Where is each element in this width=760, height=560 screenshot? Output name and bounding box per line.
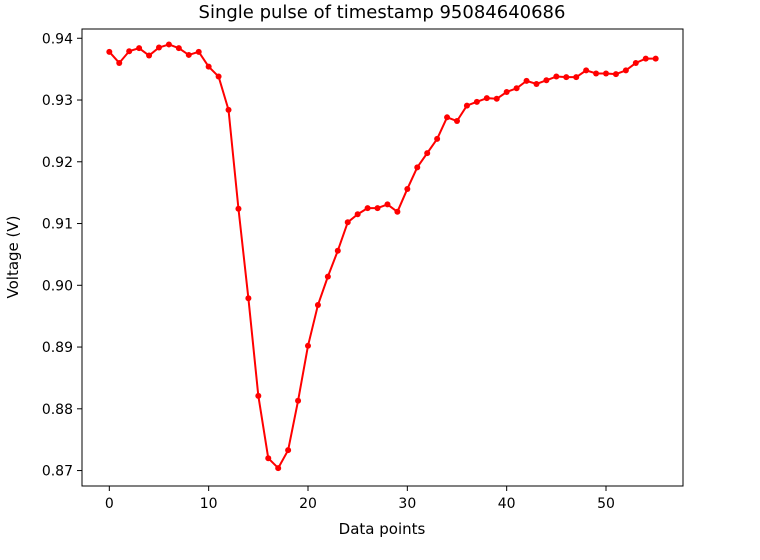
data-point [205, 63, 212, 70]
data-point [265, 455, 272, 462]
x-axis: 0 10 20 30 40 50 [105, 486, 615, 512]
x-tick-label: 0 [105, 496, 114, 512]
data-point [285, 447, 292, 454]
x-tick-label: 40 [498, 496, 516, 512]
data-point [106, 48, 113, 55]
x-tick-label: 50 [597, 496, 615, 512]
data-point [434, 135, 441, 142]
data-point [235, 205, 242, 212]
data-point [642, 55, 649, 62]
data-point [384, 201, 391, 208]
data-point [116, 59, 123, 66]
x-axis-label: Data points [339, 520, 426, 538]
data-point [155, 44, 162, 51]
data-point [612, 71, 619, 78]
data-point [652, 55, 659, 62]
data-point [414, 164, 421, 171]
series-layer [106, 41, 659, 472]
data-point [255, 392, 262, 399]
y-tick-label: 0.88 [42, 402, 73, 418]
data-point [444, 114, 451, 121]
data-point [314, 302, 321, 309]
data-point [165, 41, 172, 48]
data-point [563, 74, 570, 81]
data-point [324, 273, 331, 280]
data-point [304, 342, 311, 349]
data-point [215, 73, 222, 80]
data-point [463, 102, 470, 109]
data-point [424, 150, 431, 157]
y-tick-label: 0.89 [42, 340, 73, 356]
data-point [344, 219, 351, 226]
data-point [583, 67, 590, 74]
y-tick-label: 0.92 [42, 155, 73, 171]
data-point [533, 80, 540, 87]
x-tick-label: 20 [299, 496, 317, 512]
data-point [493, 95, 500, 102]
y-tick-label: 0.90 [42, 278, 73, 294]
y-axis: 0.87 0.88 0.89 0.90 0.91 0.92 0.93 0.94 [42, 31, 82, 480]
data-point [295, 397, 302, 404]
data-point [404, 185, 411, 192]
data-point [185, 51, 192, 58]
data-point [483, 95, 490, 102]
data-point [573, 74, 580, 81]
data-point [354, 211, 361, 218]
data-point [553, 73, 560, 80]
y-tick-label: 0.91 [42, 217, 73, 233]
x-tick-label: 30 [398, 496, 416, 512]
data-point [136, 45, 143, 52]
data-point [394, 208, 401, 215]
data-point [195, 48, 202, 55]
data-point [503, 88, 510, 95]
data-point [175, 45, 182, 52]
data-point [126, 48, 133, 55]
data-point [622, 67, 629, 74]
y-tick-label: 0.93 [42, 93, 73, 109]
data-point [364, 205, 371, 212]
x-tick-label: 10 [200, 496, 218, 512]
data-point [632, 59, 639, 66]
data-point [225, 106, 232, 113]
data-point [245, 295, 252, 302]
y-axis-label: Voltage (V) [4, 216, 22, 299]
plot-area [81, 28, 684, 487]
chart-title: Single pulse of timestamp 95084640686 [199, 2, 566, 23]
data-point [543, 77, 550, 84]
data-point [454, 118, 461, 125]
data-point [523, 77, 530, 84]
data-point [473, 98, 480, 105]
data-point [334, 247, 341, 254]
data-point [603, 70, 610, 77]
data-point [374, 205, 381, 212]
data-point [275, 465, 282, 472]
y-tick-label: 0.87 [42, 464, 73, 480]
y-tick-label: 0.94 [42, 31, 73, 47]
data-point [593, 70, 600, 77]
data-point [513, 85, 520, 92]
data-point [146, 52, 153, 59]
